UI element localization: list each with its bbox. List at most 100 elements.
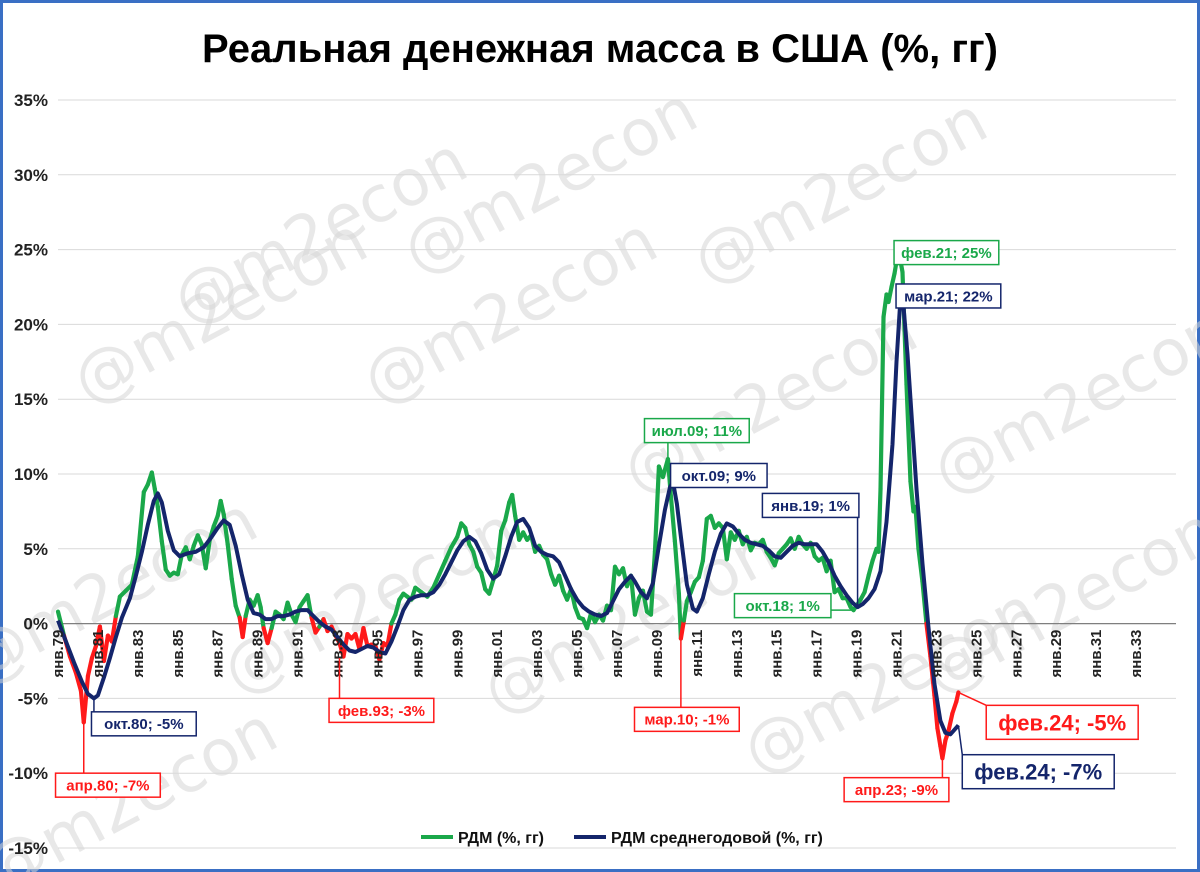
series-0-segment — [678, 618, 686, 641]
data-label: апр.23; -9% — [855, 782, 938, 799]
y-tick-label: 15% — [14, 390, 48, 409]
annotation-box — [90, 711, 197, 737]
series-0-segment — [479, 570, 488, 592]
series-0-segment — [495, 528, 504, 568]
series-0-segment — [218, 498, 226, 517]
y-tick-label: 20% — [14, 315, 48, 334]
series-0-segment — [908, 479, 916, 514]
annotation-leader — [958, 691, 987, 707]
x-tick-label: янв.31 — [1088, 630, 1105, 678]
data-label: окт.80; -5% — [104, 716, 183, 733]
series-1-line — [56, 295, 960, 737]
series-0-segment — [109, 614, 118, 644]
legend-label-series-1: РДМ среднегодовой (%, гг) — [611, 830, 823, 847]
annotation-box — [893, 239, 1000, 266]
data-label: фев.21; 25% — [901, 245, 992, 262]
series-0-segment — [700, 516, 709, 563]
series-0-segment — [393, 597, 402, 617]
annotations: апр.80; -7% окт.80; -5% фев.93; -3% июл.09;… — [54, 239, 1139, 803]
x-tick-label: янв.83 — [130, 630, 147, 678]
annotation-box — [54, 772, 162, 798]
y-tick-label: -5% — [18, 689, 48, 708]
series-0-segment — [73, 670, 84, 694]
x-tick-label: янв.97 — [409, 630, 426, 678]
series-0-segment — [155, 504, 164, 544]
series-0-segment — [487, 578, 496, 596]
series-0-segment — [225, 542, 234, 581]
series-0-segment — [385, 621, 394, 649]
series-0-segment — [935, 726, 943, 749]
series-0-segment — [886, 284, 894, 305]
series-0-segment — [672, 539, 681, 596]
annotation-box — [643, 417, 750, 444]
series-0-segment — [361, 625, 370, 649]
series-0-segment — [866, 558, 875, 578]
data-label: апр.80; -7% — [66, 778, 149, 795]
legend-label-series-0: РДМ (%, гг) — [458, 830, 544, 847]
series-0-segment — [557, 573, 566, 593]
series-0-segment — [437, 558, 448, 577]
series-0-segment — [431, 572, 442, 590]
series-0-segment — [101, 633, 111, 664]
series-0-segment — [159, 539, 168, 572]
annotation-box — [733, 592, 832, 619]
y-tick-label: 5% — [23, 540, 48, 559]
y-tick-label: -10% — [8, 764, 48, 783]
series-0-segment — [652, 464, 662, 554]
y-tick-label: 10% — [14, 465, 48, 484]
x-tick-label: янв.17 — [809, 630, 826, 678]
series-0-segment — [862, 573, 871, 595]
x-tick-label: янв.19 — [849, 630, 866, 678]
annotation-box — [961, 753, 1115, 790]
watermark-text: @m2econ — [681, 83, 999, 299]
x-axis: янв.79 янв.81 янв.83 янв.85 янв.87 янв.89 янв.… — [50, 630, 1145, 678]
y-tick-label: 0% — [23, 615, 48, 634]
series-0-segment — [89, 643, 99, 661]
x-tick-label: янв.79 — [50, 630, 67, 678]
series-0-segment — [681, 599, 689, 623]
x-tick-label: янв.29 — [1048, 630, 1065, 678]
annotation-box — [633, 706, 740, 733]
x-tick-label: янв.15 — [769, 630, 786, 678]
x-tick-label: янв.99 — [449, 630, 466, 678]
series-0-segment — [149, 470, 157, 492]
series-0-segment — [696, 558, 705, 580]
series-0-segment — [240, 614, 248, 640]
series-0-segment — [668, 494, 677, 544]
data-label: мар.10; -1% — [644, 712, 729, 729]
annotation-box — [985, 704, 1139, 741]
series-0-segment — [724, 530, 733, 562]
series-0-segment — [950, 699, 959, 716]
series-0-segment — [175, 552, 184, 577]
series-0-segment — [503, 500, 512, 523]
x-tick-label: янв.01 — [489, 630, 506, 678]
series-0-segment — [203, 537, 212, 571]
series-0-segment — [229, 576, 238, 608]
series-0-segment — [632, 596, 642, 617]
series-lines — [55, 247, 961, 761]
x-tick-label: янв.33 — [1128, 630, 1145, 678]
data-label: июл.09; 11% — [652, 423, 742, 440]
x-tick-label: янв.93 — [330, 630, 347, 678]
x-tick-label: янв.23 — [928, 630, 945, 678]
x-tick-label: янв.13 — [729, 630, 746, 678]
chart-title: Реальная денежная масса в США (%, гг) — [202, 27, 998, 71]
series-0-segment — [904, 382, 913, 484]
series-0-segment — [265, 625, 274, 646]
series-0-segment — [889, 271, 897, 290]
series-0-segment — [471, 549, 480, 569]
series-0-segment — [510, 492, 518, 518]
x-tick-label: янв.95 — [369, 630, 386, 678]
annotation-leader — [957, 725, 964, 755]
y-tick-label: 25% — [14, 241, 48, 260]
x-tick-label: янв.85 — [170, 630, 187, 678]
series-0-segment — [932, 693, 940, 731]
series-0-segment — [513, 513, 522, 542]
series-0-segment — [878, 314, 886, 492]
data-label: фев.93; -3% — [338, 703, 425, 720]
series-0-segment — [233, 603, 242, 620]
watermark-text: @m2econ — [921, 293, 1200, 509]
x-tick-label: янв.81 — [90, 630, 107, 678]
y-tick-label: -15% — [8, 839, 48, 858]
